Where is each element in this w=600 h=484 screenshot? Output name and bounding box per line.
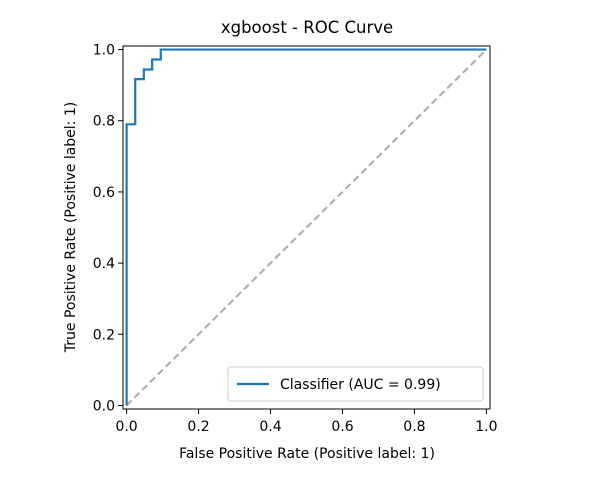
axes-frame: [122, 45, 491, 410]
legend-box: [227, 366, 484, 402]
legend: Classifier (AUC = 0.99): [227, 366, 484, 402]
y-tick-label: 1.0: [93, 43, 115, 59]
y-tick-label: 0.0: [93, 398, 115, 414]
y-tick-label: 0.4: [93, 256, 115, 272]
roc-curve-line: [125, 48, 487, 406]
chart-title: xgboost - ROC Curve: [221, 18, 393, 37]
x-tick-label: 0.6: [331, 419, 353, 435]
x-tick-label: 0.4: [259, 419, 281, 435]
legend-label: Classifier (AUC = 0.99): [280, 377, 441, 393]
y-tick-label: 0.6: [93, 185, 115, 201]
y-tick-label: 0.8: [93, 114, 115, 130]
chance-line: [125, 48, 488, 407]
y-axis-label: True Positive Rate (Positive label: 1): [63, 102, 79, 353]
x-tick-label: 0.0: [115, 419, 137, 435]
x-tick-label: 0.2: [187, 419, 209, 435]
x-axis-label: False Positive Rate (Positive label: 1): [179, 446, 435, 462]
y-tick-label: 0.2: [93, 327, 115, 343]
x-tick-label: 1.0: [475, 419, 497, 435]
x-tick-label: 0.8: [403, 419, 425, 435]
plot-area: 0.0 0.2 0.4 0.6 0.8 1.0 0.0 0.2 0.4 0.6 0.8 1.0: [93, 43, 498, 435]
